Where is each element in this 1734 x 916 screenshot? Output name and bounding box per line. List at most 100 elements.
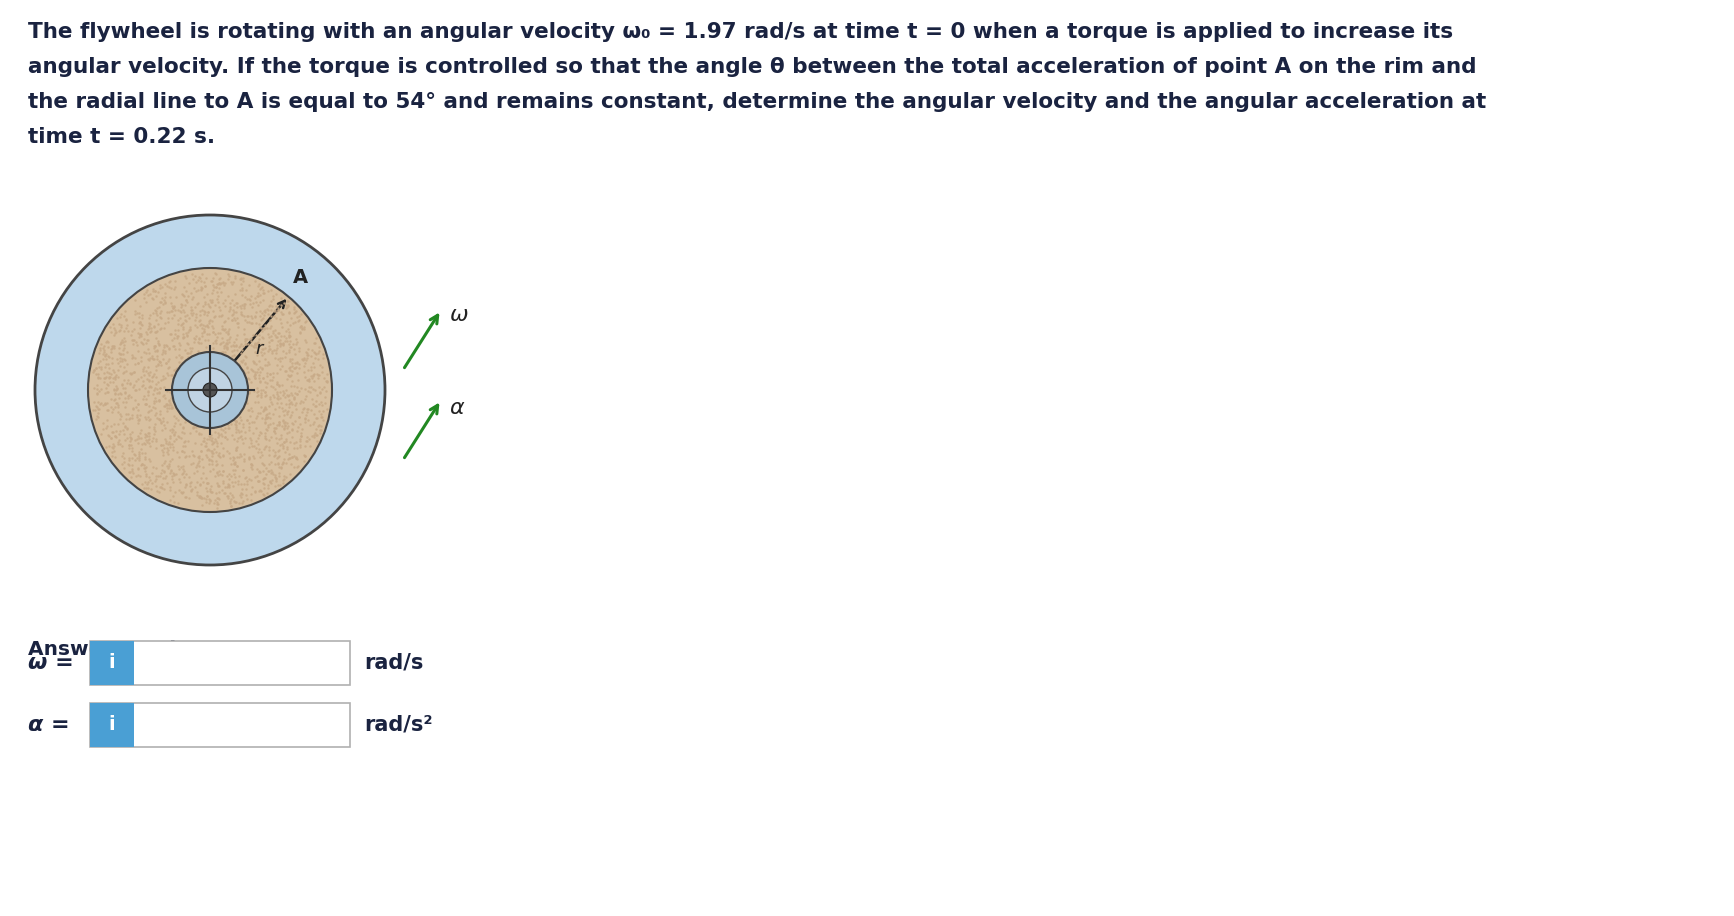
Point [127, 469, 154, 484]
Point [291, 314, 319, 329]
Point [222, 387, 250, 402]
Point [199, 369, 227, 384]
Point [192, 308, 220, 322]
Point [281, 414, 309, 429]
Point [236, 403, 264, 418]
Point [265, 469, 293, 484]
Point [121, 293, 149, 308]
Point [125, 445, 153, 460]
Point [108, 335, 135, 350]
Point [305, 418, 333, 432]
Point [212, 340, 239, 354]
Point [241, 370, 269, 385]
Point [205, 388, 232, 403]
Point [104, 387, 132, 401]
Point [218, 487, 246, 502]
Point [279, 389, 307, 404]
Point [83, 361, 111, 376]
Point [281, 386, 309, 400]
Point [267, 461, 295, 475]
Point [222, 332, 250, 346]
Point [127, 327, 154, 342]
Point [231, 300, 258, 315]
Point [191, 438, 218, 453]
Point [163, 381, 191, 396]
Point [116, 376, 144, 390]
Point [241, 273, 269, 288]
Point [192, 439, 220, 453]
Point [262, 420, 290, 435]
Point [127, 321, 154, 335]
Point [132, 467, 160, 482]
Point [297, 360, 324, 375]
Point [114, 387, 142, 402]
Point [298, 429, 326, 443]
Point [222, 474, 250, 489]
Point [161, 411, 189, 426]
Point [123, 402, 151, 417]
Point [179, 350, 206, 365]
Point [146, 354, 173, 369]
Point [239, 363, 267, 377]
Point [182, 485, 210, 499]
Point [206, 336, 234, 351]
Point [116, 464, 144, 479]
Point [149, 441, 177, 455]
Circle shape [88, 268, 331, 512]
Point [198, 318, 225, 333]
Point [199, 341, 227, 355]
Point [154, 461, 182, 475]
Point [295, 342, 323, 356]
Point [140, 339, 168, 354]
Point [189, 415, 217, 430]
Point [172, 415, 199, 430]
Point [265, 417, 293, 431]
Point [191, 304, 218, 319]
Point [104, 437, 132, 452]
Point [241, 336, 269, 351]
Point [149, 352, 177, 366]
Point [255, 448, 283, 463]
Point [111, 420, 139, 434]
Point [208, 463, 236, 478]
Point [83, 401, 111, 416]
Point [246, 483, 274, 497]
Point [113, 318, 140, 333]
Point [90, 365, 118, 380]
Point [97, 320, 125, 334]
Point [127, 334, 154, 349]
Point [172, 489, 199, 504]
Point [257, 416, 284, 431]
Point [132, 335, 160, 350]
Point [248, 311, 276, 326]
Point [225, 446, 253, 461]
Point [198, 445, 225, 460]
Point [277, 416, 305, 431]
Point [160, 300, 187, 314]
Text: the radial line to A is equal to 54° and remains constant, determine the angular: the radial line to A is equal to 54° and… [28, 92, 1486, 112]
Point [276, 434, 303, 449]
Point [135, 365, 163, 380]
Point [250, 481, 277, 496]
Point [229, 354, 257, 369]
Point [125, 372, 153, 387]
Point [222, 365, 250, 379]
Point [248, 386, 276, 400]
Point [187, 336, 215, 351]
Point [172, 490, 199, 505]
Point [134, 384, 161, 398]
Point [177, 474, 205, 489]
Point [173, 350, 201, 365]
Point [132, 325, 160, 340]
Point [172, 284, 199, 299]
Point [189, 326, 217, 341]
Point [210, 278, 238, 292]
Point [238, 375, 265, 389]
Point [298, 380, 326, 395]
Point [220, 271, 248, 286]
Point [215, 471, 243, 485]
Point [251, 318, 279, 333]
Point [276, 451, 303, 465]
Point [156, 434, 184, 449]
Point [165, 302, 192, 317]
